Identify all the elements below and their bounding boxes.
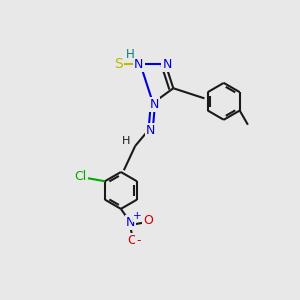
Text: H: H: [126, 48, 134, 61]
Text: S: S: [115, 57, 123, 71]
Text: N: N: [162, 58, 172, 71]
Text: N: N: [146, 124, 155, 137]
Text: Cl: Cl: [74, 170, 86, 183]
Text: N: N: [150, 98, 159, 111]
Text: N: N: [134, 58, 144, 71]
Text: N: N: [126, 216, 135, 229]
Text: -: -: [136, 234, 141, 247]
Text: O: O: [143, 214, 153, 227]
Text: H: H: [122, 136, 130, 146]
Text: O: O: [127, 234, 137, 247]
Text: +: +: [134, 211, 142, 221]
